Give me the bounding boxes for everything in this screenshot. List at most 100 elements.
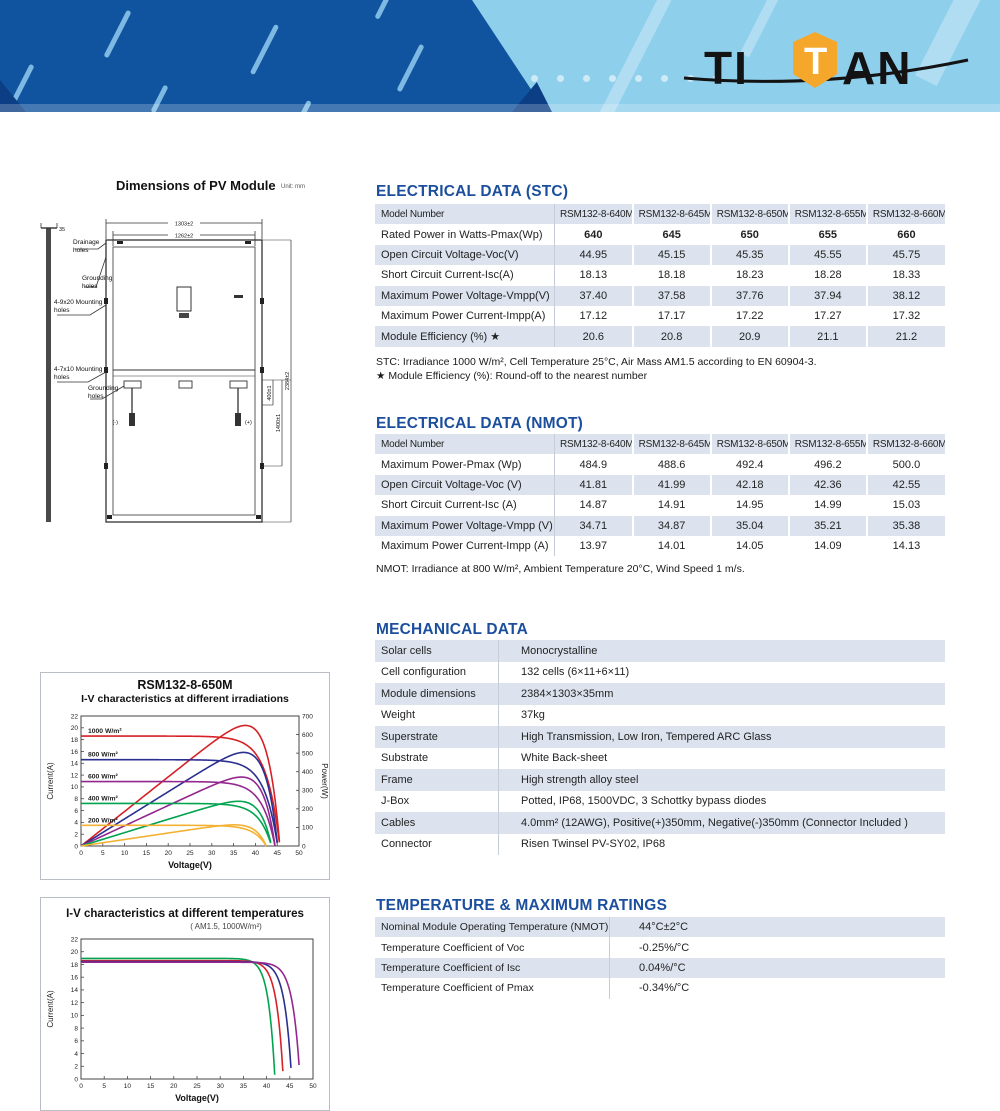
- table-row: Weight 37kg: [375, 704, 945, 726]
- connector-positive-label: (+): [245, 420, 252, 426]
- cell-value: 21.1: [788, 326, 868, 347]
- logo-text-mid: T: [804, 41, 827, 83]
- cell-value: 18.33: [892, 269, 921, 282]
- svg-text:45: 45: [286, 1083, 294, 1090]
- cell-value: 15.03: [892, 499, 921, 512]
- cell-value: RSM132-8-660M: [866, 204, 945, 225]
- svg-text:100: 100: [302, 825, 313, 832]
- row-label: Superstrate: [375, 726, 499, 748]
- row-label: Cell configuration: [375, 661, 499, 683]
- cell-value: 45.35: [710, 244, 790, 266]
- row-label: Nominal Module Operating Temperature (NM…: [375, 917, 610, 938]
- svg-text:0: 0: [302, 843, 306, 850]
- svg-text:2: 2: [74, 1064, 78, 1071]
- dim-outer-width: 1303±2: [175, 222, 193, 228]
- cell-value: 488.6: [632, 454, 712, 475]
- cell-value: 14.13: [892, 540, 921, 553]
- svg-text:50: 50: [309, 1083, 317, 1090]
- stc-footnote-1: STC: Irradiance 1000 W/m², Cell Temperat…: [376, 356, 817, 368]
- row-label: Temperature Coefficient of Isc: [375, 957, 610, 979]
- titan-logo: TI T AN: [683, 32, 969, 94]
- cell-value: 484.9: [554, 454, 634, 475]
- cell-value: RSM132-8-655M: [788, 204, 868, 225]
- row-label: Model Number: [375, 434, 555, 455]
- cell-value: 37.94: [788, 285, 868, 306]
- dim-inner-width: 1262±2: [175, 234, 193, 240]
- svg-text:10: 10: [71, 784, 79, 791]
- iv-irradiation-chart: RSM132-8-650M I-V characteristics at dif…: [40, 672, 330, 880]
- table-row: Maximum Power Current-Impp (A) 13.97 14.01…: [375, 535, 945, 557]
- iv-temperature-chart: I-V characteristics at different tempera…: [40, 897, 330, 1111]
- cell-value: -0.25%/°C: [639, 941, 690, 954]
- cell-value: 14.95: [710, 495, 790, 516]
- svg-text:30: 30: [208, 850, 216, 857]
- cell-value: -0.34%/°C: [639, 982, 690, 995]
- row-label: Temperature Coefficient of Voc: [375, 937, 610, 958]
- svg-text:500: 500: [302, 750, 313, 757]
- svg-text:35: 35: [230, 850, 238, 857]
- svg-text:0: 0: [74, 843, 78, 850]
- table-row: Frame High strength alloy steel: [375, 769, 945, 791]
- cell-value: RSM132-8-660M: [866, 434, 945, 455]
- cell-value: 14.05: [710, 535, 790, 557]
- cell-value: 660: [897, 228, 916, 241]
- table-row: Solar cells Monocrystalline: [375, 640, 945, 662]
- table-row: Temperature Coefficient of Voc -0.25%/°C: [375, 937, 945, 958]
- svg-text:10: 10: [121, 850, 129, 857]
- cell-value: 42.55: [866, 474, 945, 496]
- chart-plot: 0 5 10 15 20 25 30 35 40 45 50 0 2 4 6 8 10 12 14 16 18 20 22 V…: [46, 936, 317, 1103]
- row-label: Module dimensions: [375, 683, 499, 705]
- cell-value: 35.21: [788, 515, 868, 536]
- cell-value: RSM132-8-655M: [788, 434, 868, 455]
- table-row: Open Circuit Voltage-Voc(V) 44.95 45.15 45.…: [375, 244, 945, 266]
- cell-value: 34.71: [554, 515, 634, 536]
- cell-value: 18.28: [788, 265, 868, 286]
- row-label: Maximum Power Voltage-Vmpp (V): [375, 515, 555, 536]
- table-row: Connector Risen Twinsel PV-SY02, IP68: [375, 833, 945, 855]
- cell-value: RSM132-8-650M: [710, 204, 790, 225]
- svg-text:1000 W/m²: 1000 W/m²: [88, 728, 122, 735]
- svg-text:40: 40: [252, 850, 260, 857]
- table-row: Maximum Power Voltage-Vmpp (V) 34.71 34.87…: [375, 515, 945, 536]
- row-label: Weight: [375, 704, 499, 726]
- svg-text:400: 400: [302, 769, 313, 776]
- table-row: J-Box Potted, IP68, 1500VDC, 3 Schottky b…: [375, 790, 945, 812]
- pv-module-diagram: 35 1303±2 1262±2 400±1 1400±1 2384±2 (-)…: [40, 195, 360, 607]
- row-label: Short Circuit Current-Isc (A): [375, 495, 555, 516]
- row-label: Open Circuit Voltage-Voc(V): [375, 244, 555, 266]
- svg-text:5: 5: [101, 850, 105, 857]
- dim-1400: 1400±1: [276, 414, 282, 432]
- chart-title: I-V characteristics at different tempera…: [66, 908, 304, 920]
- cell-value: 17.22: [710, 305, 790, 327]
- svg-text:300: 300: [302, 788, 313, 795]
- cell-value: Potted, IP68, 1500VDC, 3 Schottky bypass…: [521, 795, 767, 808]
- svg-text:12: 12: [71, 1000, 79, 1007]
- cell-value: 18.23: [710, 265, 790, 286]
- row-label: Connector: [375, 833, 499, 855]
- cell-value: 42.36: [788, 474, 868, 496]
- cell-value: 18.13: [554, 265, 634, 286]
- row-label: Rated Power in Watts-Pmax(Wp): [375, 224, 555, 245]
- table-row: Substrate White Back-sheet: [375, 747, 945, 769]
- svg-text:400 W/m²: 400 W/m²: [88, 795, 119, 802]
- cell-value: 14.01: [632, 535, 712, 557]
- svg-text:40: 40: [263, 1083, 271, 1090]
- decorative-stripe: [374, 0, 391, 20]
- row-label: Maximum Power Current-Impp (A): [375, 535, 555, 557]
- svg-text:20: 20: [71, 725, 79, 732]
- header-dark-band: [0, 0, 546, 112]
- cell-value: RSM132-8-640M: [554, 204, 634, 225]
- chart-subtitle: I-V characteristics at different irradia…: [81, 693, 289, 705]
- cell-value: 37kg: [521, 709, 545, 722]
- label-mounting-holes-bottom: 4-7x10 Mounting holes: [54, 366, 103, 381]
- cell-value: RSM132-8-650M: [710, 434, 790, 455]
- nmot-table: Model Number RSM132-8-640M RSM132-8-645M RS…: [375, 434, 945, 557]
- cell-value: 17.12: [554, 305, 634, 327]
- table-row: Cables 4.0mm² (12AWG), Positive(+)350mm, …: [375, 812, 945, 834]
- cell-value: 14.09: [788, 535, 868, 557]
- logo-text-right: AN: [842, 42, 912, 94]
- cell-value: 35.38: [866, 515, 945, 536]
- table-row: Temperature Coefficient of Isc 0.04%/°C: [375, 957, 945, 979]
- svg-text:14: 14: [71, 987, 79, 994]
- cell-value: 34.87: [632, 515, 712, 536]
